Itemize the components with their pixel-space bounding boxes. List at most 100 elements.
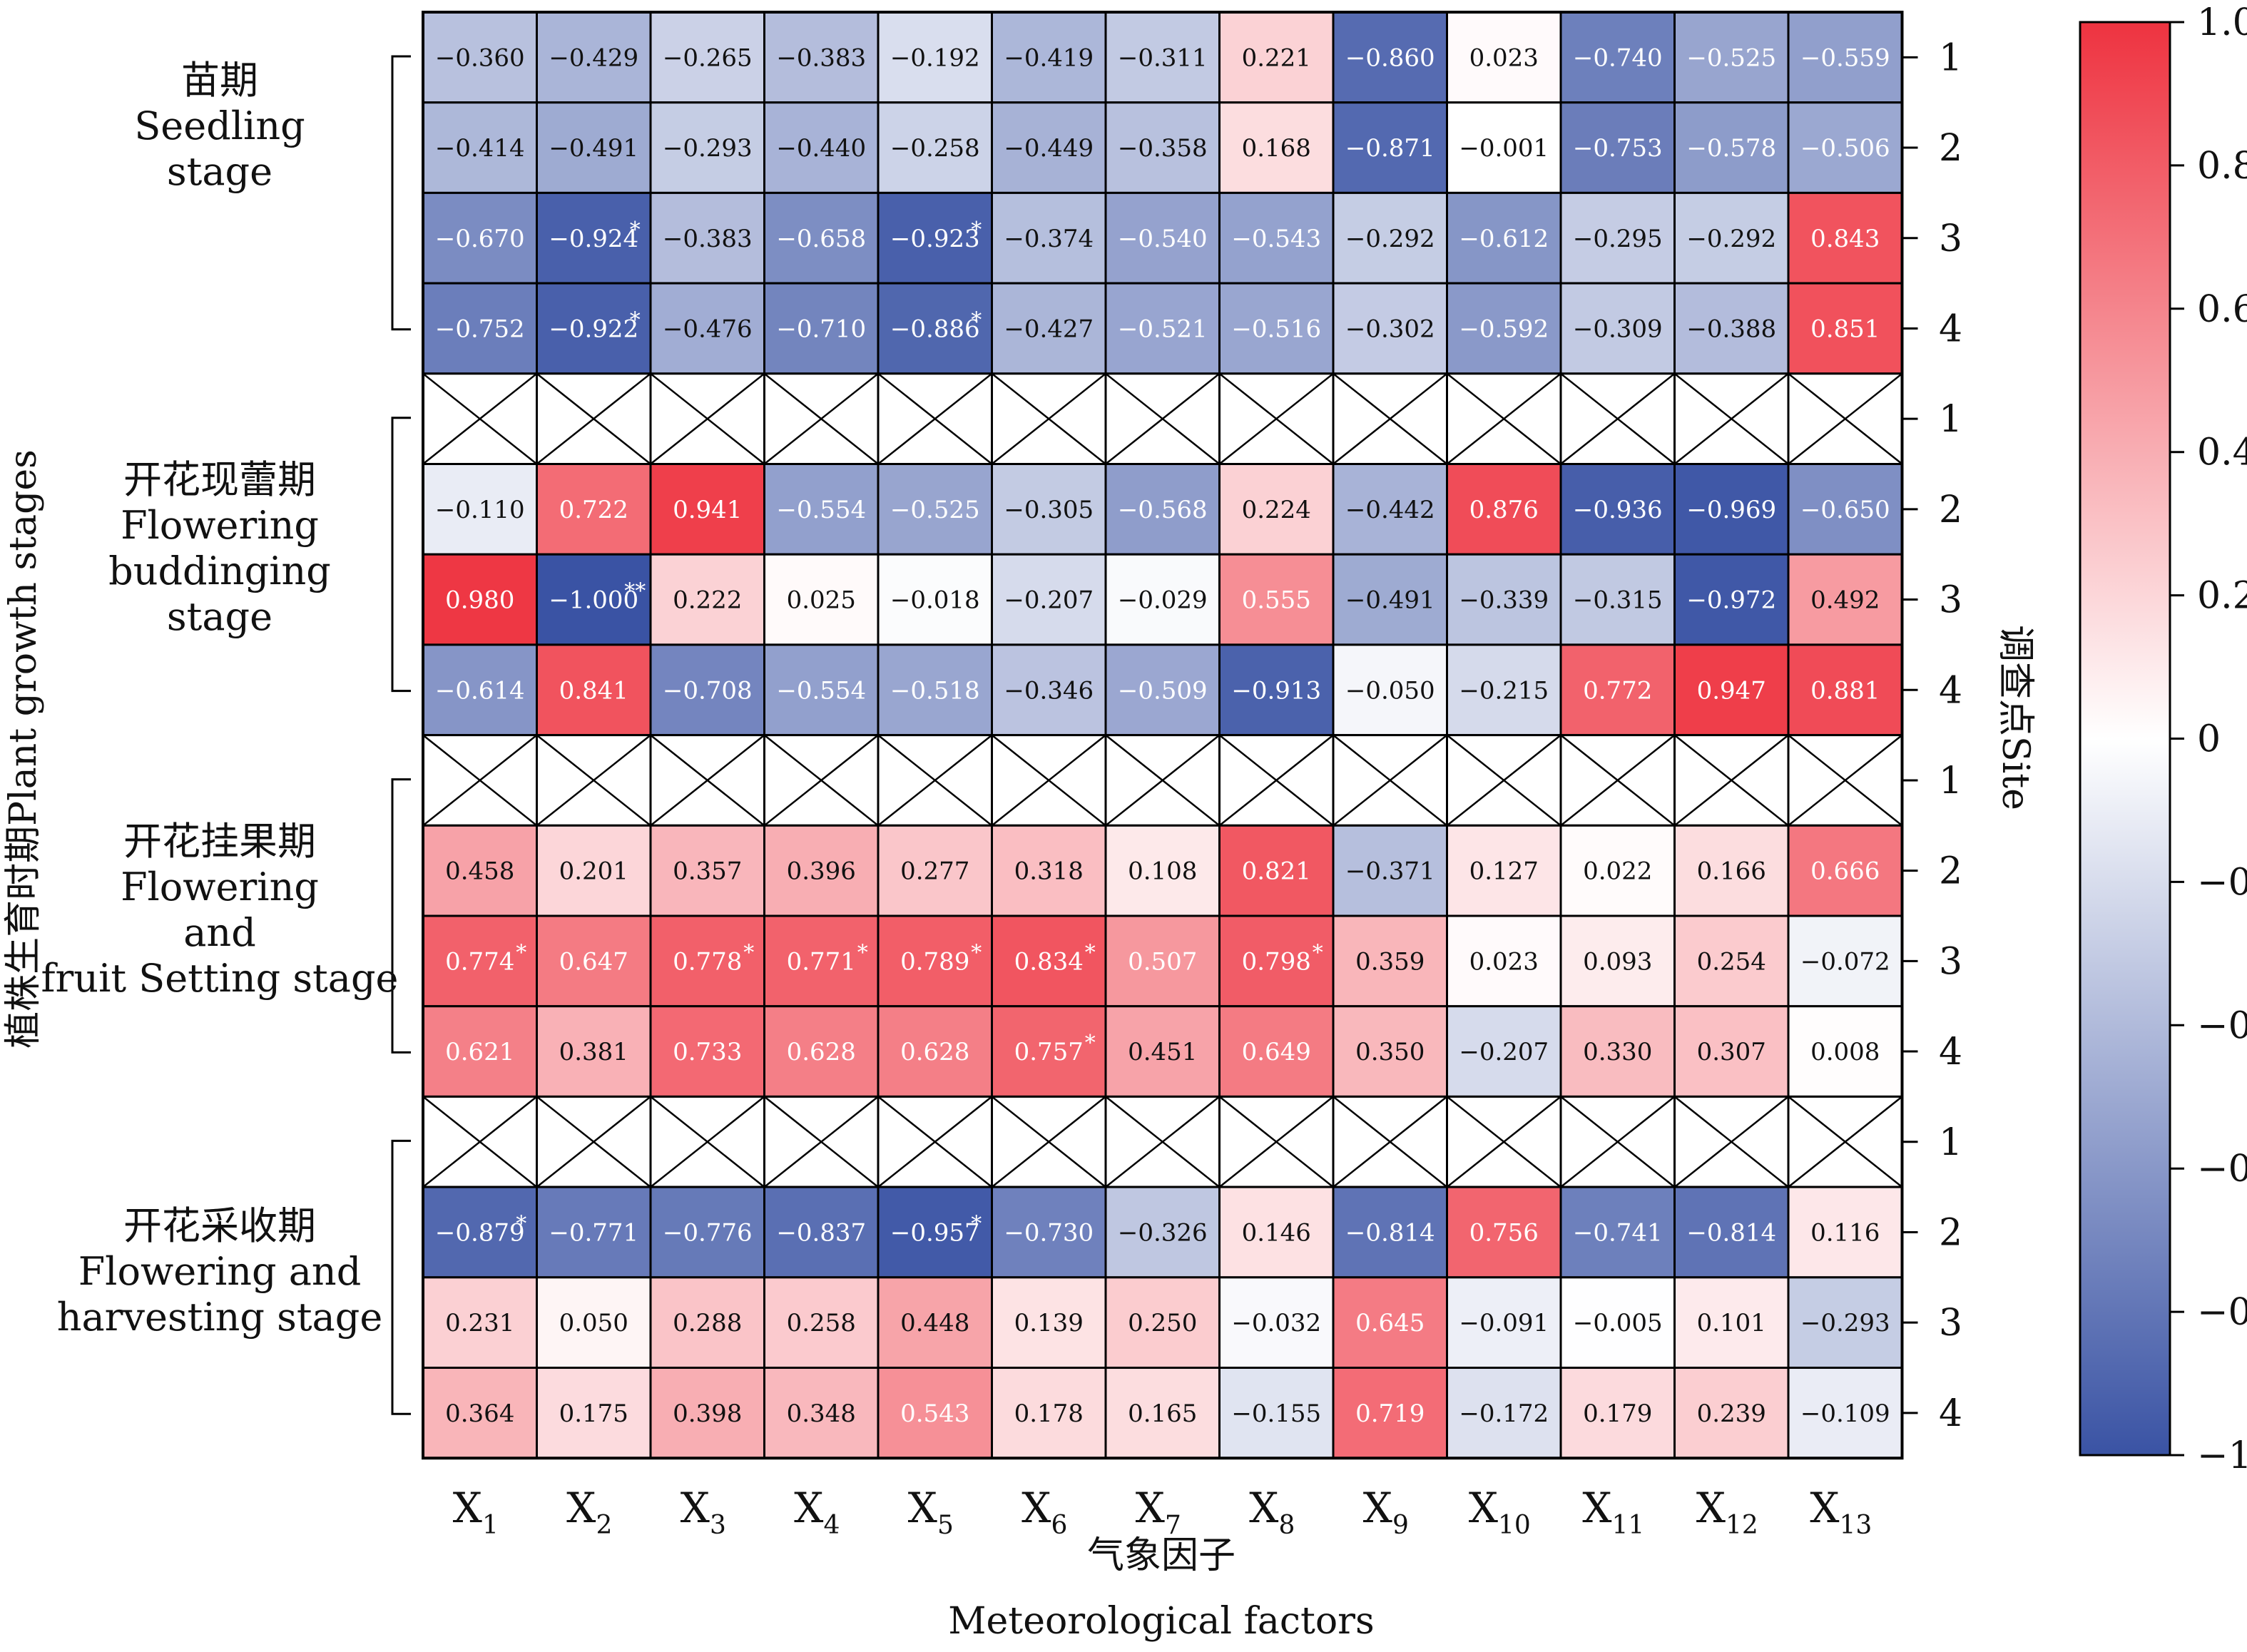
heatmap-cell: −0.315 (1559, 553, 1676, 646)
heatmap-cell: −0.476 (649, 282, 765, 375)
heatmap-cell: −0.302 (1332, 282, 1448, 375)
heatmap-cell-fill (1559, 914, 1676, 1008)
heatmap-cell: −0.265 (649, 11, 765, 104)
heatmap-cell: 0.023 (1446, 914, 1562, 1008)
heatmap-cell-value: −0.360 (435, 44, 525, 72)
stage-label-en: stage (167, 149, 272, 194)
x-tick-label: X6 (1021, 1484, 1067, 1540)
heatmap-cell: 0.555 (1218, 553, 1335, 646)
heatmap-cell-fill (1104, 643, 1221, 737)
heatmap-cell: −0.776 (649, 1186, 765, 1279)
heatmap-cell-value: 0.628 (787, 1038, 856, 1066)
heatmap-cell-value: −0.525 (890, 496, 980, 524)
heatmap-cell: −0.752 (422, 282, 538, 375)
heatmap-cell: 0.771 * (763, 914, 880, 1008)
heatmap-cell-fill (649, 1276, 765, 1370)
x-tick-label: X3 (681, 1484, 726, 1540)
x-tick-label: X10 (1469, 1484, 1531, 1540)
heatmap-cell: −0.879* (422, 1186, 538, 1279)
heatmap-cell-value: 0.381 (559, 1038, 628, 1066)
heatmap-cell: −0.383 (649, 191, 765, 285)
significance-mark: * (1313, 940, 1323, 965)
heatmap-cell-value: 0.666 (1810, 857, 1880, 886)
heatmap-cell-value: 0.239 (1697, 1399, 1766, 1428)
heatmap-cell: 0.277 (877, 824, 993, 917)
heatmap-cell: −0.518 (877, 643, 993, 737)
heatmap-cell-fill (1332, 1367, 1448, 1459)
heatmap-cell: −0.554 (763, 463, 880, 556)
heatmap-cell-value: 0.050 (559, 1309, 628, 1337)
heatmap-cell-fill (422, 1276, 538, 1370)
heatmap-cell-fill (763, 914, 880, 1008)
heatmap-cell-value: 0.778 (673, 947, 742, 976)
heatmap-cell-fill (1787, 1367, 1903, 1459)
missing-cell (1332, 1095, 1448, 1188)
heatmap-cell-fill (649, 191, 765, 285)
heatmap-cell-fill (1218, 463, 1335, 556)
heatmap-cells: −0.360 −0.429 −0.265 −0.383 −0.192 −0.419 −0.3… (422, 11, 1904, 1460)
heatmap-cell: −0.543 (1218, 191, 1335, 285)
missing-cell (536, 734, 652, 827)
heatmap-cell-value: 0.645 (1355, 1309, 1425, 1337)
heatmap-cell: 0.722 (536, 463, 652, 556)
heatmap-cell-value: 0.201 (559, 857, 628, 886)
heatmap-cell: 0.146 (1218, 1186, 1335, 1279)
missing-cell (1332, 372, 1448, 465)
heatmap-cell-fill (763, 1005, 880, 1098)
heatmap-cell: −0.429 (536, 11, 652, 104)
heatmap-cell-value: −0.568 (1118, 496, 1208, 524)
site-label: 1 (1939, 398, 1962, 441)
heatmap-cell-value: −0.005 (1573, 1309, 1663, 1337)
heatmap-cell: 0.364 (422, 1367, 538, 1459)
heatmap-cell-value: −0.543 (1231, 225, 1321, 253)
heatmap-cell-fill (1104, 1276, 1221, 1370)
heatmap-cell-value: 0.543 (900, 1399, 969, 1428)
site-label: 2 (1939, 489, 1962, 531)
heatmap-cell-fill (422, 191, 538, 285)
heatmap-cell-value: −0.309 (1573, 315, 1663, 343)
heatmap-cell-value: −0.886 (890, 315, 980, 343)
heatmap-cell: −0.491 (536, 101, 652, 194)
heatmap-cell-fill (1673, 1186, 1790, 1279)
heatmap-cell-value: 0.507 (1128, 947, 1197, 976)
heatmap-cell-fill (877, 1186, 993, 1279)
heatmap-cell: −0.650 (1787, 463, 1903, 556)
heatmap-cell-value: −0.814 (1686, 1218, 1776, 1247)
stage-brackets (391, 55, 411, 1415)
significance-mark: * (971, 1211, 982, 1236)
x-tick-label: X13 (1810, 1484, 1872, 1540)
heatmap-cell-fill (422, 463, 538, 556)
heatmap-cell-value: 0.023 (1469, 947, 1539, 976)
colorbar-tick-label: 0.4 (2197, 432, 2247, 474)
site-label: 3 (1939, 218, 1962, 260)
heatmap-cell: 0.843 (1787, 191, 1903, 285)
heatmap-cell: 0.851 (1787, 282, 1903, 375)
heatmap-cell-value: −0.922 (549, 315, 638, 343)
missing-cell (1787, 1095, 1903, 1188)
heatmap-cell: 0.224 (1218, 463, 1335, 556)
heatmap-cell-fill (1559, 191, 1676, 285)
heatmap-cell-value: −0.730 (1004, 1218, 1094, 1247)
missing-cell (1673, 372, 1790, 465)
heatmap-cell: −0.305 (991, 463, 1107, 556)
y-axis-title-left: 植株生育时期Plant growth stages (2, 449, 45, 1049)
heatmap-cell-value: 0.307 (1697, 1038, 1766, 1066)
y-axis-title-right: 调查点Site (1994, 625, 2037, 810)
heatmap-cell-fill (422, 914, 538, 1008)
missing-cell (877, 1095, 993, 1188)
heatmap-cell: 0.093 (1559, 914, 1676, 1008)
heatmap-cell: −0.292 (1332, 191, 1448, 285)
heatmap-cell-fill (1104, 282, 1221, 375)
heatmap-cell-value: 0.396 (787, 857, 856, 886)
heatmap-cell-fill (422, 101, 538, 194)
missing-cell (991, 1095, 1107, 1188)
heatmap-cell: −0.814 (1332, 1186, 1448, 1279)
heatmap-cell-value: 0.224 (1242, 496, 1311, 524)
heatmap-cell-value: −0.315 (1573, 586, 1663, 615)
missing-cell (422, 734, 538, 827)
heatmap-cell-fill (991, 1005, 1107, 1098)
heatmap-cell-value: −0.110 (435, 496, 525, 524)
heatmap-cell-value: 0.947 (1697, 676, 1766, 705)
heatmap-cell-value: −0.612 (1459, 225, 1549, 253)
